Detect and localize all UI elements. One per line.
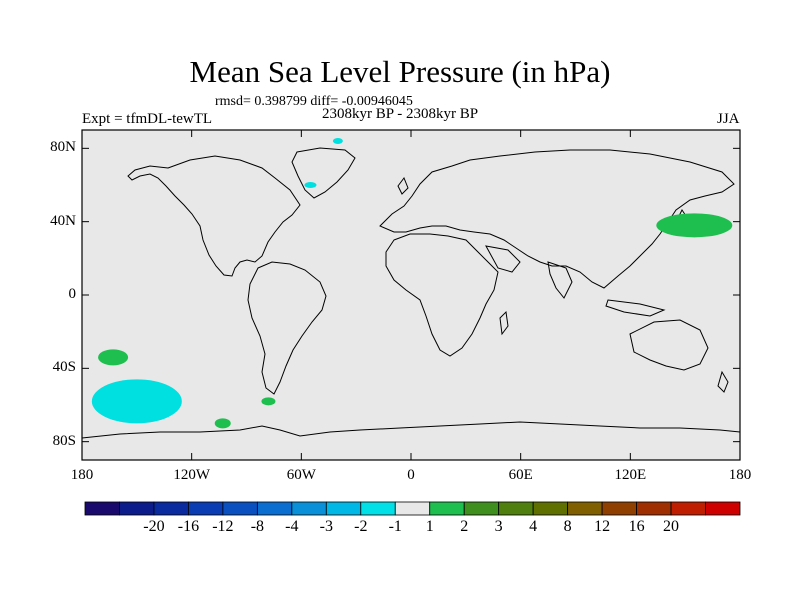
anomaly-south-pacific-east (98, 349, 129, 366)
colorbar-box (325, 501, 362, 516)
map-title: Mean Sea Level Pressure (in hPa) (189, 54, 611, 89)
colorbar-label: -3 (319, 518, 333, 535)
coast-indonesia (605, 299, 666, 317)
colorbar-box (84, 501, 120, 516)
colorbar-label: 3 (494, 518, 503, 535)
lon-label: 60E (508, 467, 533, 483)
colorbar-box (291, 501, 327, 516)
coast-australia (629, 319, 709, 371)
coast-antarctica (82, 421, 740, 439)
colorbar-box (567, 501, 603, 516)
colorbar-label: 4 (529, 518, 538, 535)
coast-africa (385, 233, 499, 357)
coast-madagascar (499, 310, 509, 336)
anomaly-labrador-sea (304, 182, 317, 188)
colorbar-box (498, 501, 534, 516)
colorbar-box (601, 501, 637, 516)
season-label: JJA (717, 111, 740, 127)
coast-arabia-india (485, 245, 573, 299)
anomaly-drake-passage (261, 397, 276, 406)
coast-eurasia (379, 149, 735, 289)
coast-south-america (247, 261, 327, 395)
colorbar-label: 12 (594, 518, 611, 535)
colorbar-label: 2 (460, 518, 469, 535)
colorbar-label: -12 (212, 518, 234, 535)
colorbar-box (463, 501, 500, 516)
coast-north-america (127, 155, 301, 277)
colorbar-label: -4 (285, 518, 299, 535)
colorbar-box (119, 501, 155, 516)
anomaly-amundsen-sea (214, 418, 231, 429)
stats-line: rmsd= 0.398799 diff= -0.00946045 (215, 94, 413, 109)
coast-british-isles (397, 176, 409, 195)
map-background (82, 130, 740, 460)
colorbar-box (256, 501, 293, 516)
colorbar-label: 20 (663, 518, 680, 535)
colorbar-box (188, 501, 224, 516)
coast-new-zealand (717, 370, 729, 393)
lon-label: 60W (286, 467, 316, 483)
colorbar-boxes (84, 501, 741, 516)
coast-greenland (291, 147, 356, 199)
axis-ticks (81, 130, 741, 460)
lon-label: 120W (173, 467, 210, 483)
lat-label: 80N (50, 139, 76, 156)
lat-label: 40S (52, 359, 76, 376)
lon-label: 180 (70, 467, 94, 483)
anomaly-north-pacific-high (656, 213, 733, 238)
lat-label: 80S (52, 432, 76, 449)
colorbar-box (153, 501, 189, 516)
coastlines (82, 147, 740, 439)
lat-label: 0 (68, 286, 77, 302)
lon-label: 180 (728, 467, 752, 483)
colorbar-box (394, 501, 431, 516)
colorbar-label: -8 (250, 518, 265, 535)
lon-label: 120E (614, 467, 647, 483)
lon-label: 0 (407, 467, 415, 483)
colorbar-label: 16 (628, 518, 645, 535)
colorbar-box (670, 501, 706, 516)
colorbar-box (636, 501, 672, 516)
colorbar-label: -20 (143, 518, 165, 535)
colorbar-label: 1 (425, 518, 434, 535)
colorbar-box (429, 501, 465, 516)
period-label: 2308kyr BP - 2308kyr BP (322, 106, 479, 122)
colorbar-label: -16 (177, 518, 200, 535)
colorbar-box (532, 501, 569, 516)
anomaly-arctic (332, 138, 343, 144)
colorbar-label: -2 (354, 518, 368, 535)
colorbar-label: 8 (563, 518, 572, 535)
experiment-label: Expt = tfmDL-tewTL (82, 111, 213, 127)
anomaly-south-pacific-low (91, 379, 182, 424)
lat-label: 40N (50, 212, 76, 229)
colorbar-box (360, 501, 396, 516)
colorbar-label: -1 (388, 518, 402, 535)
anomaly-layer (91, 138, 733, 429)
colorbar-box (222, 501, 258, 516)
colorbar-box (705, 501, 741, 516)
